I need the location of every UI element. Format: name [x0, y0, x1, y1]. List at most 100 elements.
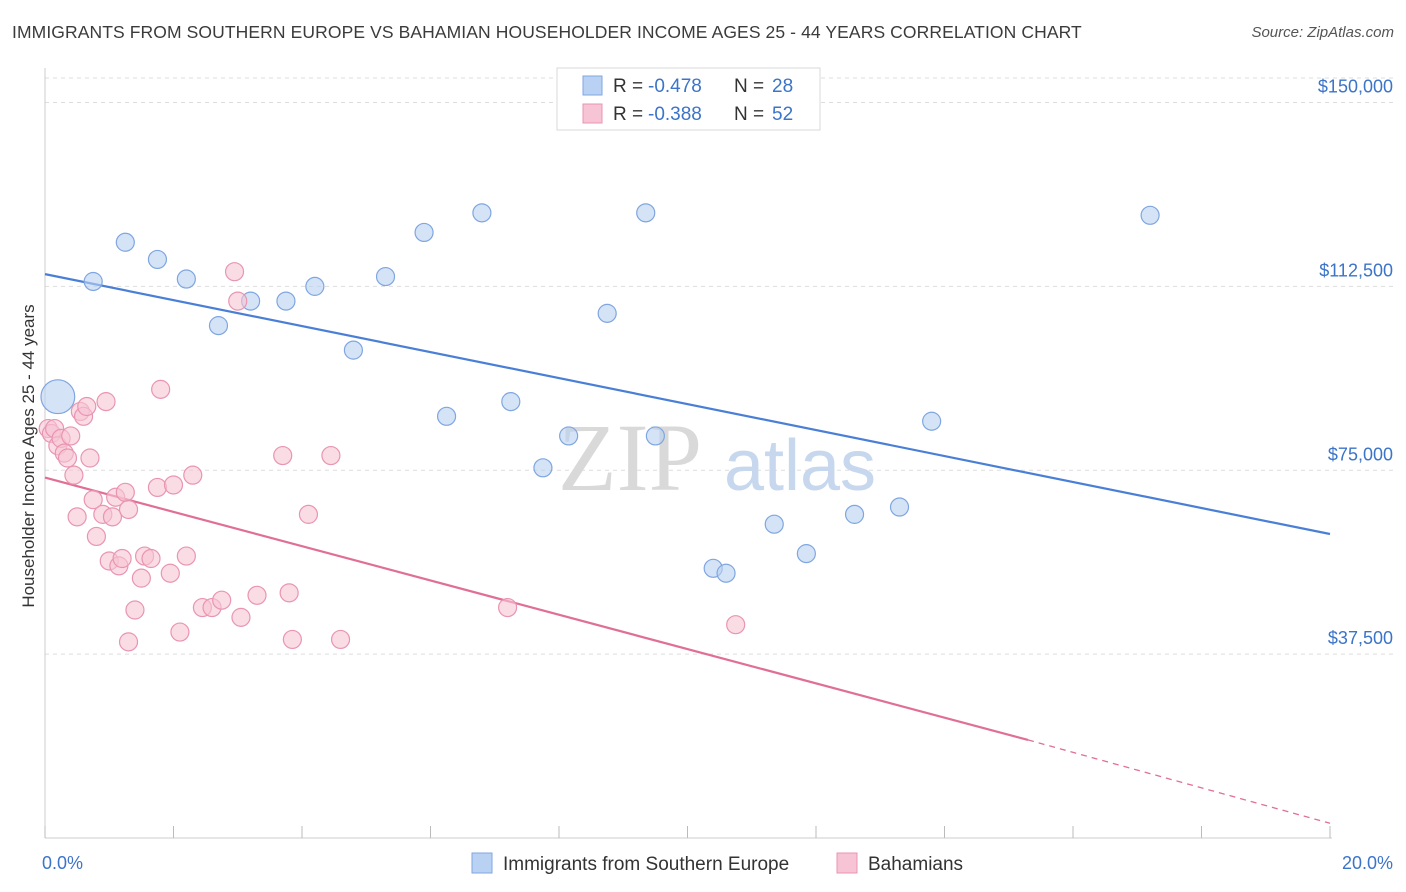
point-blue-11 [414, 222, 434, 243]
point-blue-14 [501, 392, 521, 412]
point-pink-34 [176, 546, 196, 566]
point-pink-47 [321, 445, 341, 466]
point-pink-30 [151, 379, 171, 399]
point-pink-42 [247, 585, 267, 605]
x-tick-labels: 0.0% 20.0% [42, 853, 1393, 873]
point-pink-17 [96, 392, 116, 412]
point-pink-19 [102, 507, 123, 527]
point-blue-13 [472, 203, 492, 223]
legend-swatch-pink [582, 103, 603, 124]
watermark-zip: ZIP [558, 404, 702, 511]
point-pink-31 [160, 563, 180, 583]
y-tick-label-1: $75,000 [1328, 444, 1393, 464]
point-pink-12 [77, 396, 97, 417]
y-tick-label-3: $150,000 [1318, 77, 1393, 97]
point-pink-33 [170, 622, 190, 642]
point-pink-51 [726, 615, 746, 635]
point-blue-21 [716, 563, 736, 583]
point-pink-44 [279, 583, 299, 603]
point-blue-16 [559, 426, 579, 446]
point-blue-0 [40, 379, 76, 415]
point-blue-4 [176, 269, 196, 289]
point-blue-2 [115, 232, 135, 252]
point-pink-26 [131, 568, 151, 588]
point-pink-23 [115, 482, 135, 502]
point-pink-32 [163, 475, 184, 495]
point-pink-39 [224, 262, 245, 282]
legend: R = -0.478 N = 28 R = -0.388 N = 52 [556, 67, 821, 131]
point-blue-17 [597, 303, 617, 323]
point-pink-43 [273, 445, 293, 466]
point-blue-19 [645, 426, 665, 446]
legend-n-label-1: N = [734, 76, 764, 97]
point-pink-28 [141, 548, 161, 569]
legend-r-label-2: R = [613, 104, 643, 125]
point-blue-3 [147, 249, 168, 270]
point-pink-41 [231, 607, 251, 627]
y-tick-label-0: $37,500 [1328, 628, 1393, 648]
point-pink-13 [80, 448, 100, 468]
y-tick-label-2: $112,500 [1319, 260, 1393, 280]
point-blue-12 [436, 406, 457, 426]
trend-line-dashed-pink [1027, 739, 1331, 824]
legend-r-value-2: -0.388 [648, 104, 702, 125]
chart-title: IMMIGRANTS FROM SOUTHERN EUROPE VS BAHAM… [12, 22, 1082, 42]
point-pink-45 [282, 629, 302, 650]
point-pink-8 [64, 465, 84, 485]
point-pink-40 [228, 291, 248, 311]
data-points [38, 203, 1160, 652]
point-pink-6 [57, 448, 78, 468]
point-pink-46 [298, 504, 319, 524]
bottom-legend-swatch-pink [836, 852, 858, 874]
point-pink-50 [498, 597, 518, 618]
legend-n-value-2: 52 [772, 104, 793, 125]
y-tick-labels: $37,500 $75,000 $112,500 $150,000 [1318, 77, 1393, 649]
point-blue-23 [796, 544, 816, 564]
watermark: ZIP atlas [558, 404, 876, 511]
point-pink-48 [330, 629, 351, 650]
point-blue-24 [844, 504, 865, 524]
point-pink-49 [118, 632, 139, 652]
point-blue-7 [276, 291, 296, 311]
point-blue-9 [343, 340, 363, 360]
legend-n-value-1: 28 [772, 76, 793, 97]
point-blue-15 [533, 458, 553, 478]
point-blue-26 [922, 411, 942, 431]
point-blue-25 [889, 497, 910, 517]
point-blue-27 [1140, 205, 1160, 225]
point-pink-15 [86, 526, 107, 547]
point-blue-10 [375, 266, 396, 287]
point-pink-24 [118, 499, 139, 520]
bottom-legend-label-2: Bahamians [868, 854, 963, 875]
point-blue-22 [764, 514, 784, 534]
trend-lines [44, 273, 1331, 824]
point-blue-8 [305, 276, 325, 296]
point-pink-22 [112, 548, 132, 569]
legend-r-value-1: -0.478 [648, 76, 702, 97]
point-pink-7 [61, 426, 81, 446]
bottom-legend-label-1: Immigrants from Southern Europe [503, 854, 789, 875]
x-tick-label-0: 0.0% [42, 853, 83, 873]
watermark-atlas: atlas [724, 426, 876, 506]
point-pink-25 [125, 600, 145, 620]
point-blue-1 [83, 271, 103, 292]
point-pink-9 [67, 507, 87, 527]
source-label: Source: ZipAtlas.com [1251, 24, 1394, 41]
bottom-legend: Immigrants from Southern Europe Bahamian… [471, 852, 963, 875]
bottom-legend-swatch-blue [471, 852, 493, 874]
point-pink-38 [212, 590, 232, 610]
legend-r-label-1: R = [613, 76, 643, 97]
point-pink-35 [183, 465, 203, 485]
axes [44, 68, 1332, 839]
legend-n-label-2: N = [734, 104, 764, 125]
point-pink-14 [83, 490, 103, 510]
trend-line-blue [44, 273, 1331, 536]
x-tick-label-1: 20.0% [1342, 853, 1393, 873]
point-blue-5 [208, 316, 229, 336]
point-blue-18 [636, 203, 656, 223]
y-axis-label: Householder Income Ages 25 - 44 years [19, 304, 38, 607]
trend-line-pink [44, 476, 1029, 741]
point-pink-29 [147, 477, 168, 498]
legend-swatch-blue [582, 75, 603, 96]
